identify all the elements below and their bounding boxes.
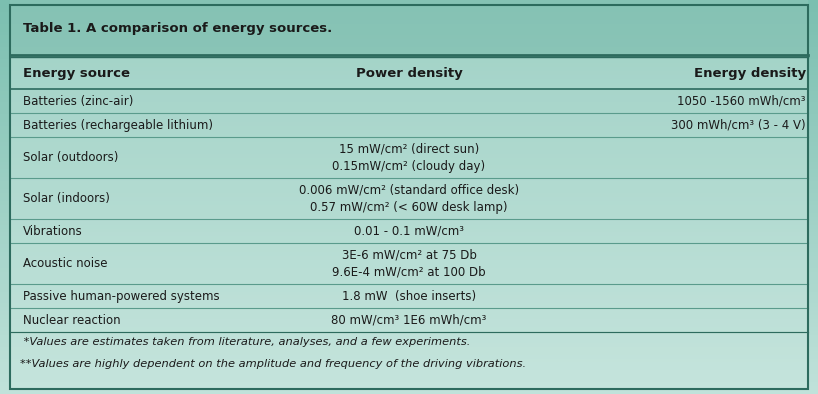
Text: **Values are highly dependent on the amplitude and frequency of the driving vibr: **Values are highly dependent on the amp… (20, 359, 527, 369)
Text: Power density: Power density (356, 67, 462, 80)
Text: Energy source: Energy source (23, 67, 130, 80)
Text: 300 mWh/cm³ (3 - 4 V): 300 mWh/cm³ (3 - 4 V) (671, 119, 806, 132)
Text: Batteries (zinc-air): Batteries (zinc-air) (23, 95, 133, 108)
Text: *Values are estimates taken from literature, analyses, and a few experiments.: *Values are estimates taken from literat… (20, 337, 471, 347)
Text: 0.15mW/cm² (cloudy day): 0.15mW/cm² (cloudy day) (332, 160, 486, 173)
Text: 80 mW/cm³ 1E6 mWh/cm³: 80 mW/cm³ 1E6 mWh/cm³ (331, 314, 487, 327)
Text: 3E-6 mW/cm² at 75 Db: 3E-6 mW/cm² at 75 Db (342, 249, 476, 262)
FancyBboxPatch shape (10, 0, 808, 57)
Text: 1050 -1560 mWh/cm³: 1050 -1560 mWh/cm³ (677, 95, 806, 108)
Text: Batteries (rechargeable lithium): Batteries (rechargeable lithium) (23, 119, 213, 132)
Text: Table 1. A comparison of energy sources.: Table 1. A comparison of energy sources. (23, 22, 332, 35)
Text: 9.6E-4 mW/cm² at 100 Db: 9.6E-4 mW/cm² at 100 Db (332, 266, 486, 279)
Text: Passive human-powered systems: Passive human-powered systems (23, 290, 219, 303)
Text: Solar (outdoors): Solar (outdoors) (23, 151, 119, 164)
FancyBboxPatch shape (10, 57, 808, 389)
Text: 0.006 mW/cm² (standard office desk): 0.006 mW/cm² (standard office desk) (299, 184, 519, 197)
Text: Solar (indoors): Solar (indoors) (23, 192, 110, 205)
Text: 0.57 mW/cm² (< 60W desk lamp): 0.57 mW/cm² (< 60W desk lamp) (310, 201, 508, 214)
Text: Nuclear reaction: Nuclear reaction (23, 314, 120, 327)
Text: 1.8 mW  (shoe inserts): 1.8 mW (shoe inserts) (342, 290, 476, 303)
Text: 0.01 - 0.1 mW/cm³: 0.01 - 0.1 mW/cm³ (354, 225, 464, 238)
Text: Vibrations: Vibrations (23, 225, 83, 238)
Text: 15 mW/cm² (direct sun): 15 mW/cm² (direct sun) (339, 143, 479, 156)
Text: Energy density: Energy density (694, 67, 806, 80)
Text: Acoustic noise: Acoustic noise (23, 257, 107, 270)
